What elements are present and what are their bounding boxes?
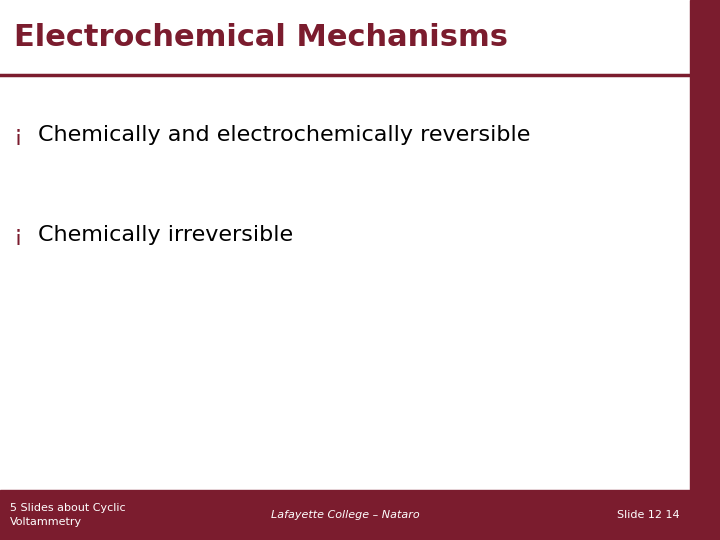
Bar [690, 0, 720, 540]
Text: Lafayette College – Nataro: Lafayette College – Nataro [271, 510, 419, 520]
Text: 5 Slides about Cyclic
Voltammetry: 5 Slides about Cyclic Voltammetry [10, 503, 125, 527]
Text: Chemically irreversible: Chemically irreversible [38, 225, 293, 245]
Text: Slide 12 14: Slide 12 14 [617, 510, 680, 520]
Text: ¡: ¡ [14, 225, 23, 245]
Text: ¡: ¡ [14, 125, 23, 145]
Bar [0, 0, 690, 75]
Bar [0, 75, 690, 490]
Text: Chemically and electrochemically reversible: Chemically and electrochemically reversi… [38, 125, 531, 145]
Bar [0, 490, 690, 540]
Text: Electrochemical Mechanisms: Electrochemical Mechanisms [14, 23, 508, 52]
